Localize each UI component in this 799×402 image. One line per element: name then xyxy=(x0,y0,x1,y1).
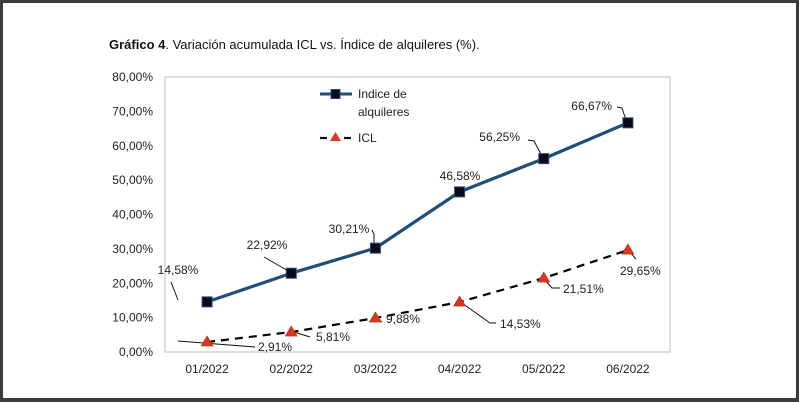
data-point-triangle-marker xyxy=(453,295,467,307)
y-tick-label: 60,00% xyxy=(112,139,153,153)
data-point-square-marker xyxy=(201,296,213,308)
data-point-square-marker xyxy=(285,267,297,279)
data-label: 22,92% xyxy=(247,238,288,252)
chart-title-number: Gráfico 4 xyxy=(109,37,166,52)
legend-triangle-icon xyxy=(330,132,341,141)
y-tick-label: 70,00% xyxy=(112,104,153,118)
data-label: 21,51% xyxy=(563,282,604,296)
data-label-leader-line xyxy=(170,281,179,301)
document-page: Gráfico 4. Variación acumulada ICL vs. Í… xyxy=(3,3,796,398)
y-tick-label: 20,00% xyxy=(112,276,153,290)
x-tick-label: 06/2022 xyxy=(606,362,650,376)
legend-square-icon xyxy=(330,89,341,99)
data-point-triangle-marker xyxy=(284,325,298,337)
data-point-square-marker xyxy=(538,153,550,165)
data-label: 56,25% xyxy=(479,130,520,144)
data-point-square-marker xyxy=(454,186,466,198)
x-tick-label: 05/2022 xyxy=(522,362,566,376)
data-label: 29,65% xyxy=(620,264,661,278)
chart-title-text: . Variación acumulada ICL vs. Índice de … xyxy=(165,37,480,52)
x-tick-label: 03/2022 xyxy=(354,362,398,376)
data-label: 5,81% xyxy=(316,330,350,344)
data-label: 30,21% xyxy=(329,222,370,236)
data-point-square-marker xyxy=(369,242,381,254)
data-label: 66,67% xyxy=(571,99,612,113)
data-label: 14,53% xyxy=(500,317,541,331)
data-point-triangle-marker xyxy=(368,311,382,323)
y-tick-label: 50,00% xyxy=(112,173,153,187)
data-label: 2,91% xyxy=(258,340,292,354)
x-tick-label: 02/2022 xyxy=(270,362,314,376)
chart-title: Gráfico 4. Variación acumulada ICL vs. Í… xyxy=(109,37,480,52)
plot-area-frame xyxy=(164,76,671,353)
data-label: 9,88% xyxy=(386,312,420,326)
data-point-triangle-marker xyxy=(621,243,635,255)
y-tick-label: 40,00% xyxy=(112,208,153,222)
legend-label-indice-alquileres-line2: alquileres xyxy=(358,105,409,119)
series-line-icl xyxy=(206,249,629,344)
y-tick-label: 80,00% xyxy=(112,70,153,84)
y-tick-label: 30,00% xyxy=(112,242,153,256)
data-label: 46,58% xyxy=(440,169,481,183)
data-point-triangle-marker xyxy=(537,271,551,283)
series-line-indice-alquileres xyxy=(206,121,629,304)
legend-label-indice-alquileres: Indice de xyxy=(358,87,407,101)
x-tick-label: 01/2022 xyxy=(185,362,229,376)
data-label-leader-line xyxy=(458,300,496,324)
y-tick-label: 10,00% xyxy=(112,311,153,325)
data-label: 14,58% xyxy=(158,263,199,277)
y-tick-label: 0,00% xyxy=(119,345,153,359)
data-point-square-marker xyxy=(622,117,634,129)
data-point-triangle-marker xyxy=(200,335,214,347)
data-label-leader-line xyxy=(177,340,256,348)
data-label-leader-line xyxy=(527,139,544,159)
x-tick-label: 04/2022 xyxy=(438,362,482,376)
data-label-leader-line xyxy=(263,256,291,273)
legend-label-icl: ICL xyxy=(358,131,377,145)
